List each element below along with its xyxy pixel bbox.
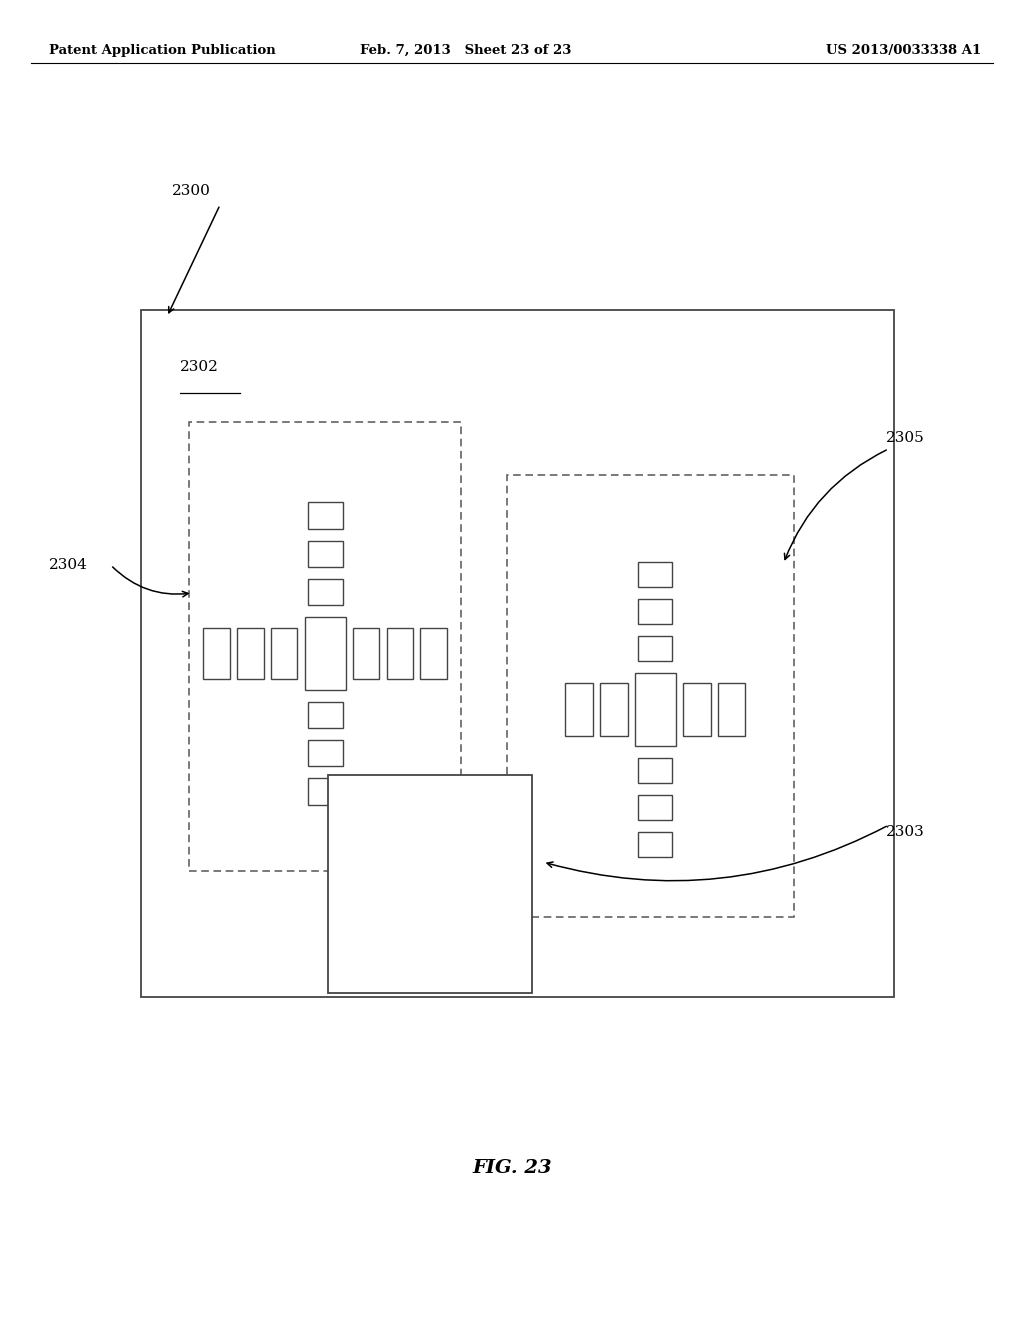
Bar: [387, 628, 414, 678]
Bar: [718, 684, 745, 737]
Bar: [421, 628, 447, 678]
Bar: [600, 684, 628, 737]
Text: 2305: 2305: [886, 432, 925, 445]
Bar: [307, 579, 342, 606]
Bar: [307, 503, 342, 529]
Bar: [307, 779, 342, 805]
Bar: [639, 795, 673, 820]
Bar: [565, 684, 593, 737]
Bar: [639, 758, 673, 783]
Bar: [307, 741, 342, 767]
Text: 2302: 2302: [180, 360, 219, 375]
Bar: [683, 684, 711, 737]
Text: 2300: 2300: [172, 185, 211, 198]
Bar: [307, 541, 342, 568]
Text: FIG. 23: FIG. 23: [472, 1159, 552, 1177]
Bar: [305, 618, 345, 690]
Text: 2303: 2303: [886, 825, 925, 838]
Bar: [352, 628, 380, 678]
Text: Feb. 7, 2013   Sheet 23 of 23: Feb. 7, 2013 Sheet 23 of 23: [360, 44, 571, 57]
Bar: [639, 832, 673, 857]
Bar: [270, 628, 297, 678]
Bar: [203, 628, 229, 678]
Text: 2304: 2304: [49, 558, 88, 572]
Text: US 2013/0033338 A1: US 2013/0033338 A1: [825, 44, 981, 57]
Bar: [328, 775, 532, 993]
Bar: [635, 673, 676, 746]
Bar: [639, 562, 673, 587]
Bar: [189, 422, 461, 871]
Bar: [307, 702, 342, 729]
Bar: [639, 599, 673, 624]
Text: Patent Application Publication: Patent Application Publication: [49, 44, 275, 57]
Bar: [507, 475, 794, 917]
Bar: [639, 636, 673, 661]
Bar: [141, 310, 894, 997]
Bar: [237, 628, 263, 678]
